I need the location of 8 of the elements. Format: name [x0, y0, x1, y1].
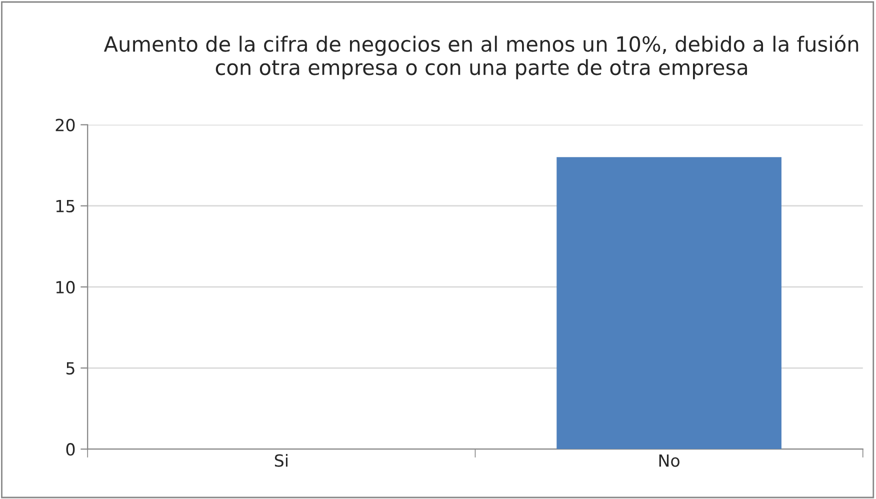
y-tick-label: 20	[56, 118, 75, 132]
y-tick-label: 5	[66, 362, 74, 375]
x-tick-label: No	[659, 454, 680, 467]
y-tick-label: 15	[56, 200, 74, 212]
y-tick-label: 10	[56, 280, 75, 294]
x-tick-label: Si	[274, 454, 288, 467]
y-tick-label: 0	[66, 443, 75, 456]
chart-title: Aumento de la cifra de negocios en al menos un 10%, debido a la fusión con otra empresa o con una parte de otra empresa	[104, 34, 858, 80]
